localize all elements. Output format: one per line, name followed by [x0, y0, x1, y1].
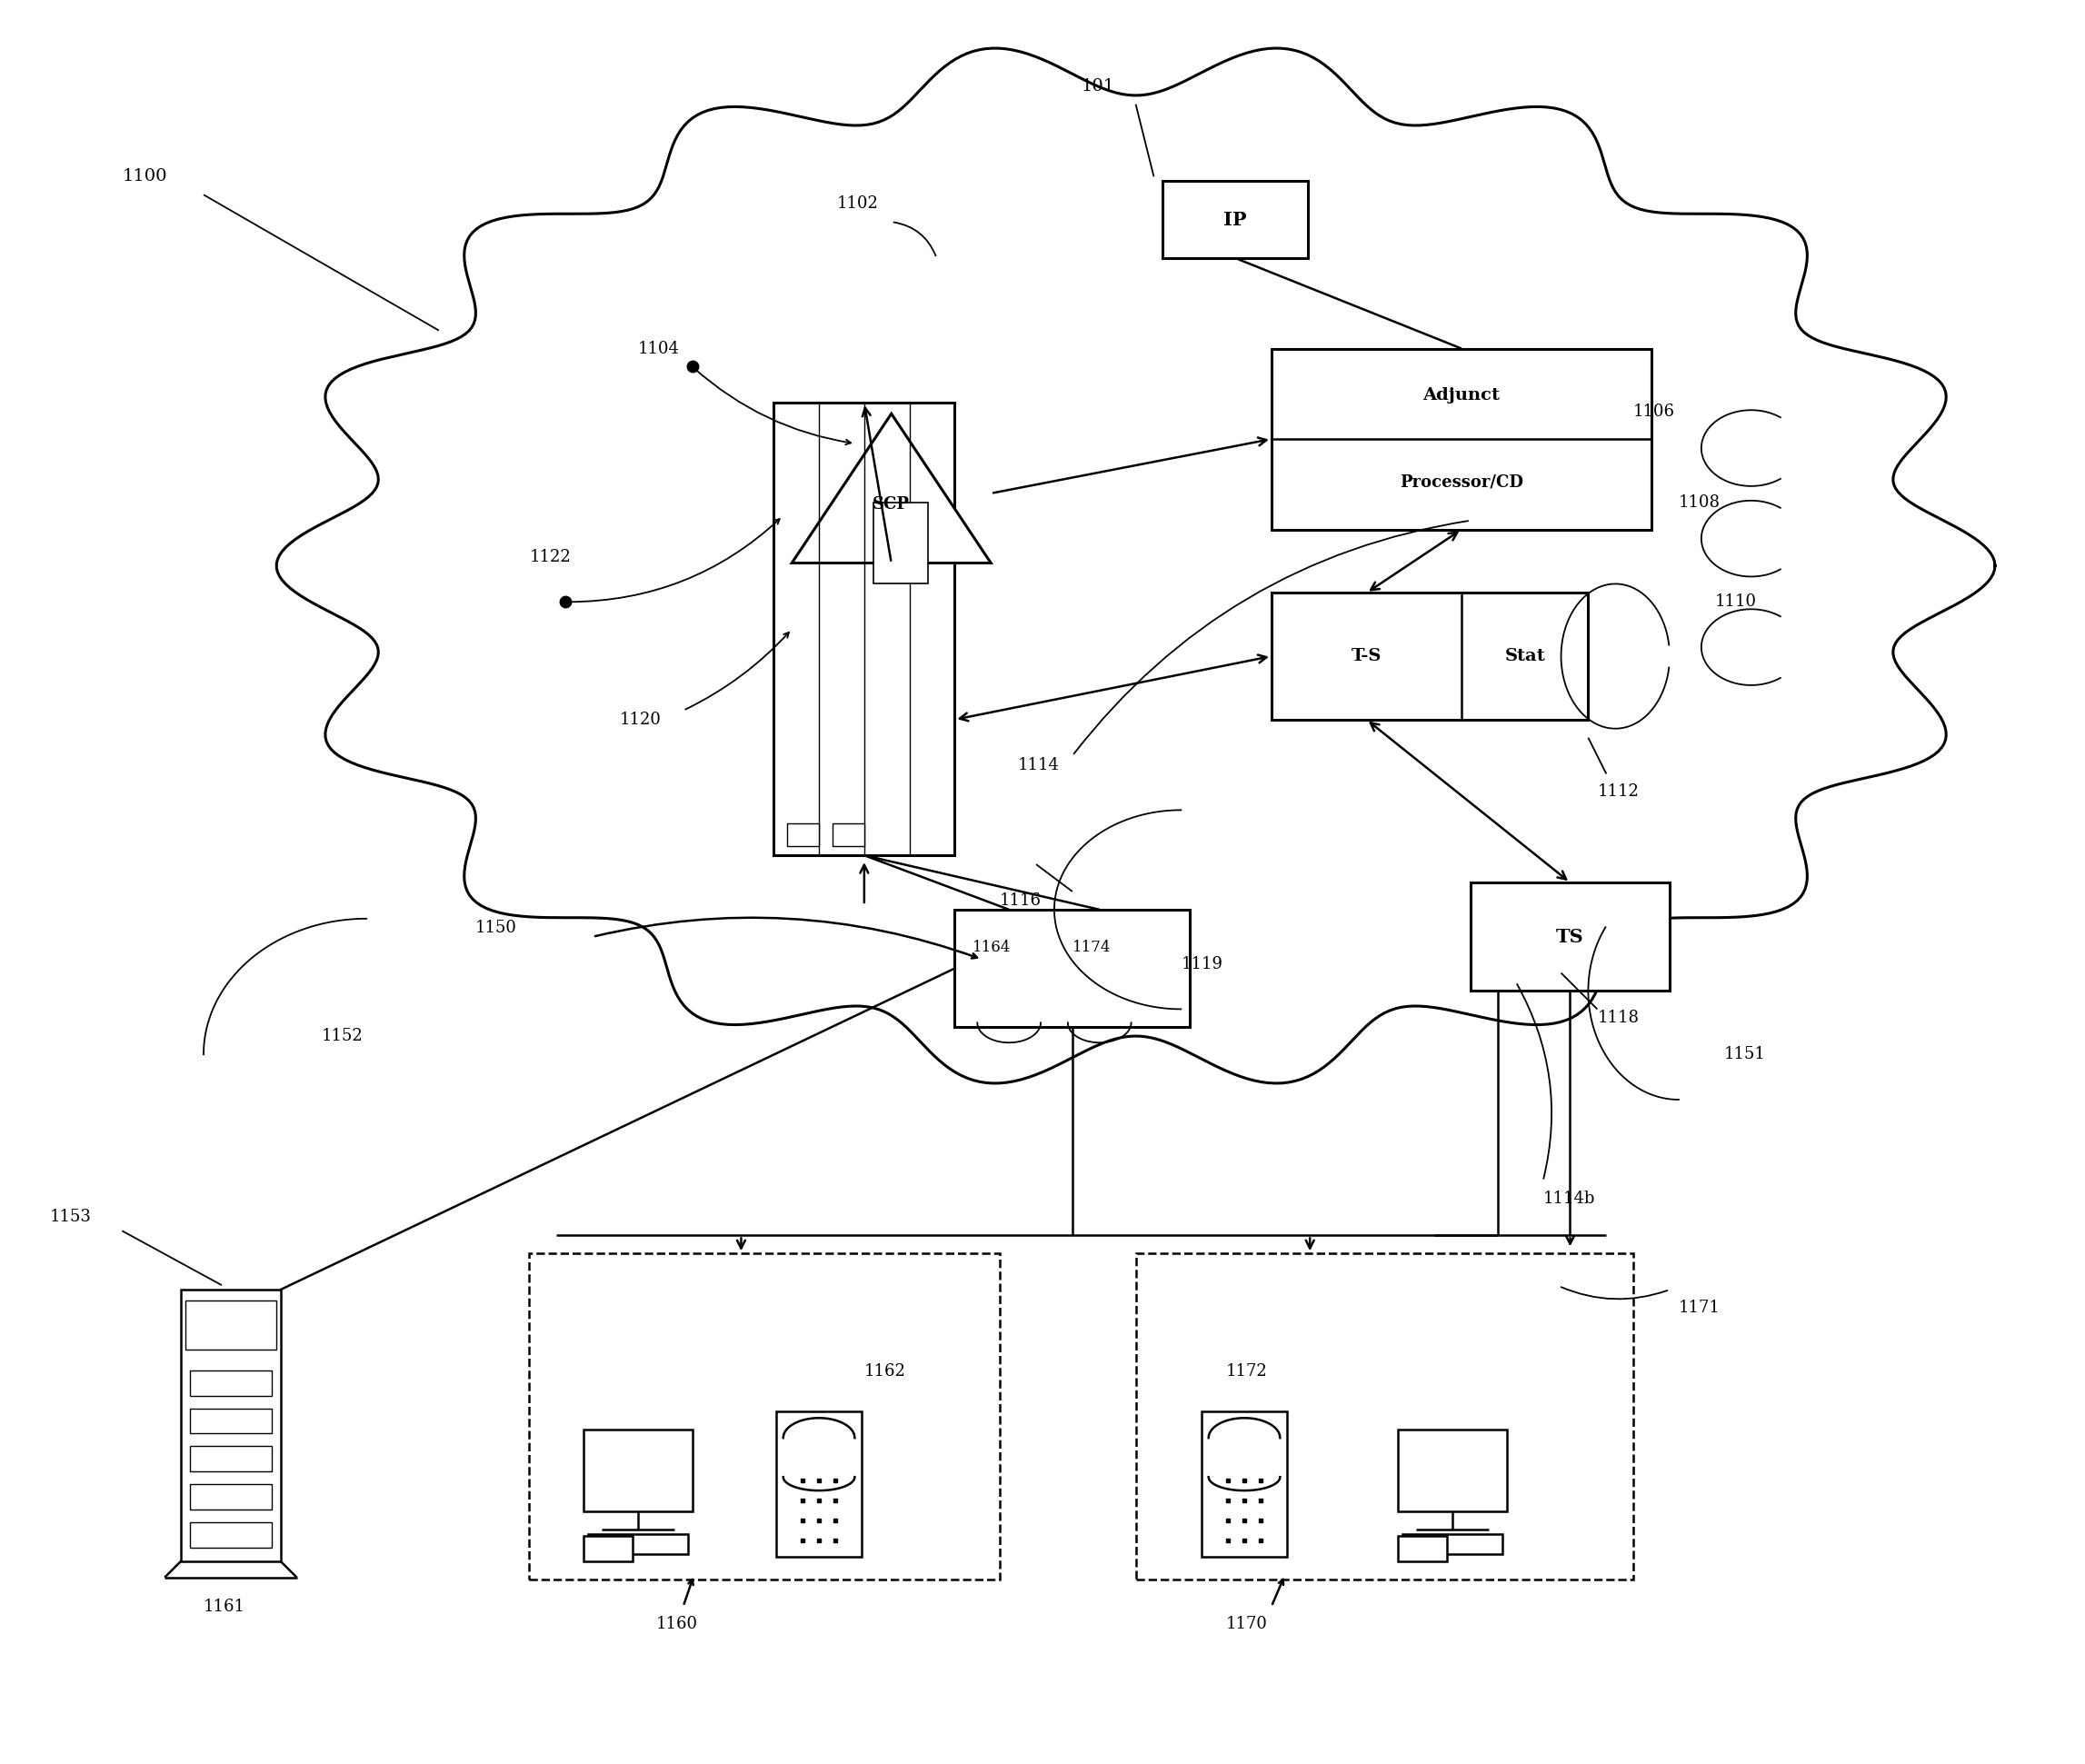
FancyBboxPatch shape: [190, 1522, 271, 1547]
Text: Stat: Stat: [1505, 647, 1545, 665]
FancyBboxPatch shape: [1136, 1254, 1633, 1579]
Text: TS: TS: [1555, 928, 1585, 946]
Text: 1104: 1104: [638, 340, 680, 356]
Text: Processor/CD: Processor/CD: [1399, 475, 1524, 490]
FancyBboxPatch shape: [1399, 1536, 1447, 1561]
FancyBboxPatch shape: [190, 1484, 271, 1510]
Text: 1108: 1108: [1678, 494, 1720, 510]
FancyBboxPatch shape: [1272, 349, 1651, 529]
FancyBboxPatch shape: [190, 1408, 271, 1434]
FancyBboxPatch shape: [588, 1535, 688, 1554]
Text: 1120: 1120: [619, 711, 661, 729]
FancyBboxPatch shape: [1403, 1535, 1501, 1554]
FancyBboxPatch shape: [1399, 1431, 1507, 1512]
FancyBboxPatch shape: [1272, 593, 1589, 720]
FancyBboxPatch shape: [186, 1300, 275, 1349]
Text: 1164: 1164: [974, 940, 1011, 954]
Text: 1171: 1171: [1678, 1300, 1720, 1316]
FancyBboxPatch shape: [874, 503, 928, 584]
Text: 1102: 1102: [836, 196, 878, 212]
Text: 1160: 1160: [657, 1616, 698, 1633]
Text: 1170: 1170: [1226, 1616, 1268, 1633]
Text: 1106: 1106: [1633, 404, 1674, 420]
FancyBboxPatch shape: [181, 1289, 281, 1561]
FancyBboxPatch shape: [190, 1371, 271, 1395]
Text: 1161: 1161: [204, 1598, 246, 1614]
Text: 1151: 1151: [1724, 1046, 1766, 1062]
FancyBboxPatch shape: [788, 824, 819, 847]
Text: 1162: 1162: [863, 1364, 905, 1379]
Text: Adjunct: Adjunct: [1422, 388, 1499, 404]
Text: 1119: 1119: [1180, 956, 1222, 972]
FancyBboxPatch shape: [774, 402, 955, 856]
Text: 1114b: 1114b: [1543, 1191, 1595, 1207]
Text: 1110: 1110: [1714, 594, 1758, 610]
Text: SCP: SCP: [874, 496, 909, 512]
Text: 1112: 1112: [1597, 783, 1639, 801]
FancyBboxPatch shape: [776, 1411, 861, 1556]
Polygon shape: [792, 415, 990, 563]
Text: 1100: 1100: [123, 168, 167, 185]
Text: 1172: 1172: [1226, 1364, 1268, 1379]
Text: 1152: 1152: [321, 1028, 363, 1044]
FancyBboxPatch shape: [1470, 882, 1670, 991]
Text: 101: 101: [1082, 78, 1115, 93]
Polygon shape: [277, 48, 1995, 1083]
Text: 1116: 1116: [1001, 893, 1042, 908]
Text: 1174: 1174: [1072, 940, 1111, 954]
FancyBboxPatch shape: [1163, 182, 1307, 258]
Text: 1118: 1118: [1597, 1011, 1639, 1027]
FancyBboxPatch shape: [584, 1431, 692, 1512]
FancyBboxPatch shape: [832, 824, 863, 847]
Text: 1122: 1122: [530, 549, 571, 564]
Text: 1153: 1153: [50, 1208, 92, 1226]
Text: 1150: 1150: [475, 919, 517, 937]
Text: IP: IP: [1224, 210, 1247, 229]
Text: 1114: 1114: [1017, 757, 1059, 773]
FancyBboxPatch shape: [190, 1446, 271, 1471]
FancyBboxPatch shape: [1201, 1411, 1286, 1556]
FancyBboxPatch shape: [584, 1536, 632, 1561]
FancyBboxPatch shape: [955, 910, 1191, 1027]
Text: T-S: T-S: [1351, 647, 1382, 665]
FancyBboxPatch shape: [530, 1254, 1001, 1579]
